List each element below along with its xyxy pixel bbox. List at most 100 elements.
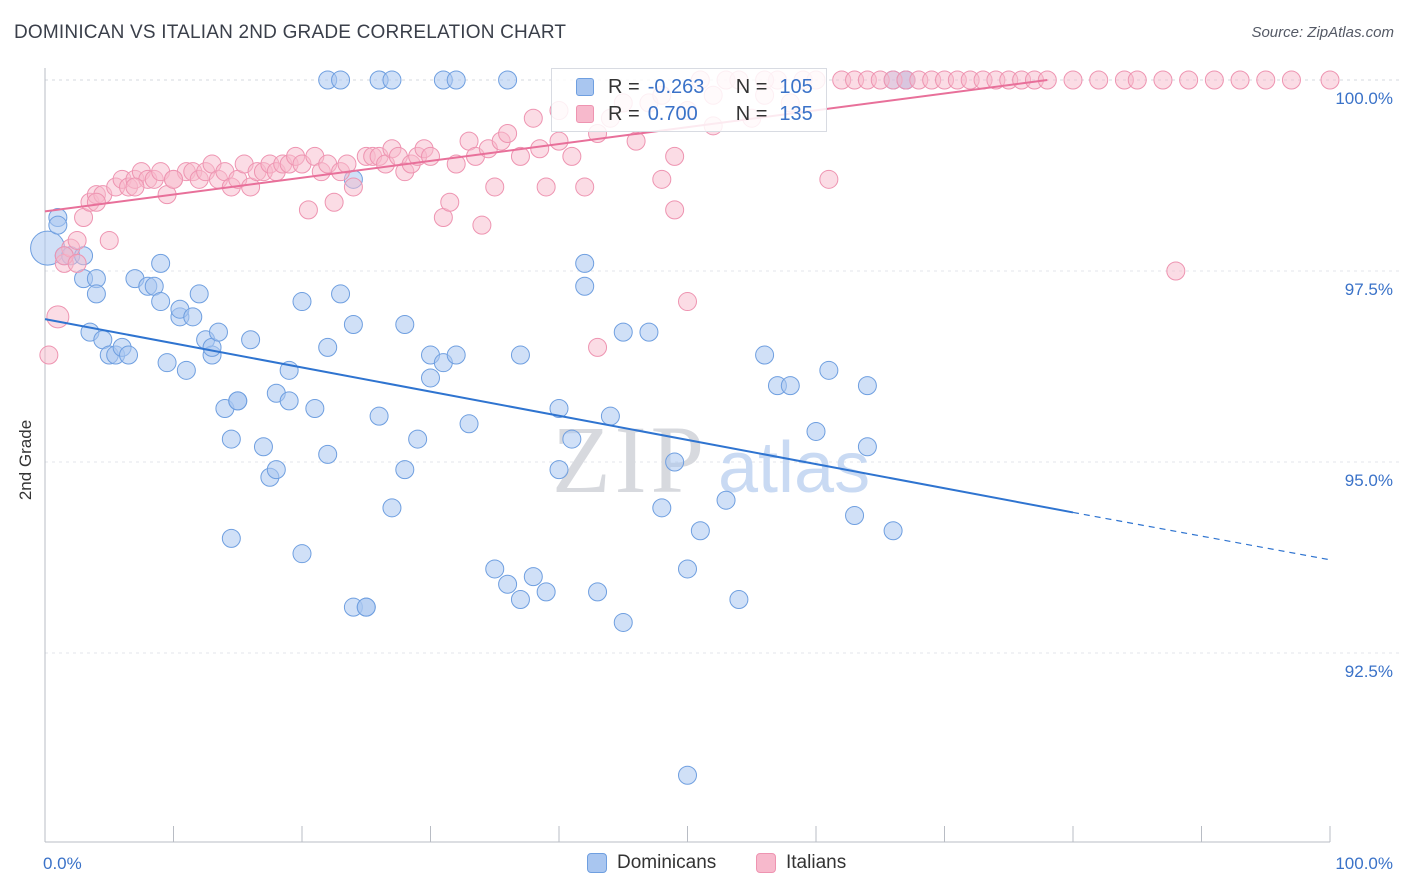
dominican-point — [421, 368, 440, 388]
dominican-point — [279, 391, 299, 411]
watermark: ZIP atlas — [552, 406, 870, 513]
legend-r-label: R = — [608, 102, 640, 125]
watermark-atlas: atlas — [718, 428, 870, 508]
italian-point — [498, 123, 518, 143]
chart-title: DOMINICAN VS ITALIAN 2ND GRADE CORRELATI… — [14, 22, 567, 43]
italian-point — [125, 177, 145, 197]
legend-n-label: N = — [735, 102, 768, 125]
source-label: Source: ZipAtlas.com — [1251, 24, 1394, 41]
dominican-point — [613, 322, 633, 342]
italian-point — [562, 146, 582, 166]
italian-point — [665, 146, 685, 166]
legend-label-italians: Italians — [786, 852, 847, 873]
dominican-point — [228, 391, 248, 411]
dominican-point — [369, 406, 389, 426]
dominican-point — [498, 574, 518, 594]
dominican-point — [266, 460, 286, 480]
italian-point — [665, 200, 685, 220]
dominican-point — [549, 399, 569, 419]
dominican-point — [716, 490, 736, 510]
dominican-points — [30, 70, 916, 785]
italian-point — [1089, 70, 1109, 90]
legend-swatch-italians — [576, 105, 594, 123]
dominican-point — [588, 582, 608, 602]
italian-point — [1153, 70, 1173, 90]
dominican-point — [382, 498, 402, 518]
dominican-point — [292, 292, 312, 312]
y-axis-label: 2nd Grade — [16, 419, 35, 501]
dominican-point — [613, 612, 633, 632]
dominican-point — [498, 70, 518, 90]
italian-point — [99, 230, 119, 250]
dominican-point — [729, 590, 749, 610]
dominican-point — [446, 70, 466, 90]
italian-point — [86, 192, 106, 212]
italian-point — [1204, 70, 1224, 90]
legend-swatch-italians — [756, 853, 776, 873]
legend-row-italians: R = 0.700 N = 135 — [576, 102, 813, 126]
dominican-point — [485, 559, 505, 579]
dominican-point — [678, 765, 697, 785]
legend-item-italians: Italians — [756, 852, 846, 874]
dominican-point — [845, 505, 865, 525]
italian-point — [549, 131, 569, 151]
dominican-point — [562, 429, 582, 449]
dominican-point — [665, 452, 685, 472]
dominican-point — [510, 345, 530, 365]
dominican-point — [356, 597, 376, 617]
italian-point — [523, 108, 543, 128]
italian-trend-line — [44, 79, 1048, 213]
axes — [44, 68, 1331, 843]
dominican-point — [575, 253, 595, 273]
italian-point — [440, 192, 460, 212]
legend-n-value: 105 — [779, 75, 813, 98]
italian-point — [1281, 70, 1301, 90]
dominican-point — [331, 70, 351, 90]
italian-point — [678, 292, 697, 312]
italian-point — [530, 139, 550, 159]
dominican-point — [48, 215, 68, 235]
dominican-point — [639, 322, 659, 342]
dominican-point — [857, 437, 877, 457]
legend-n-value: 135 — [779, 102, 813, 125]
dominican-point — [523, 567, 543, 587]
italian-point — [1179, 70, 1199, 90]
italian-point — [819, 169, 839, 189]
watermark-zip: ZIP — [552, 406, 708, 513]
italian-point — [298, 200, 318, 220]
dominican-point — [318, 337, 338, 357]
italian-point — [1127, 70, 1147, 90]
dominican-point — [176, 360, 196, 380]
dominican-point — [510, 590, 530, 610]
dominican-point — [536, 582, 556, 602]
dominican-point — [343, 314, 363, 334]
dominican-point — [678, 559, 697, 579]
italian-point — [1320, 70, 1340, 90]
dominican-point — [221, 528, 241, 548]
italian-point — [1166, 261, 1186, 281]
legend-label-dominicans: Dominicans — [617, 852, 717, 873]
italian-point — [626, 131, 646, 151]
dominican-point — [292, 544, 312, 564]
italian-point — [39, 345, 59, 365]
italian-point — [1256, 70, 1276, 90]
italian-point — [575, 177, 595, 197]
dominican-point — [780, 376, 800, 396]
y-tick-label-3: 100.0% — [1335, 89, 1393, 108]
legend-swatch-dominicans — [576, 78, 594, 96]
dominican-point — [253, 437, 273, 457]
italian-point — [446, 154, 466, 174]
dominican-point — [318, 444, 338, 464]
italian-point — [164, 169, 183, 189]
y-tick-label-1: 95.0% — [1345, 471, 1393, 490]
dominican-point — [208, 322, 228, 342]
series-legend: Dominicans Italians — [0, 852, 1406, 878]
italian-points — [39, 70, 1340, 365]
italian-point — [324, 192, 344, 212]
italian-point — [485, 177, 505, 197]
italian-point — [588, 337, 608, 357]
legend-r-value: 0.700 — [647, 102, 698, 125]
x-tick-labels: 0.0% 100.0% — [43, 854, 1393, 873]
legend-n-label: N = — [735, 75, 768, 98]
